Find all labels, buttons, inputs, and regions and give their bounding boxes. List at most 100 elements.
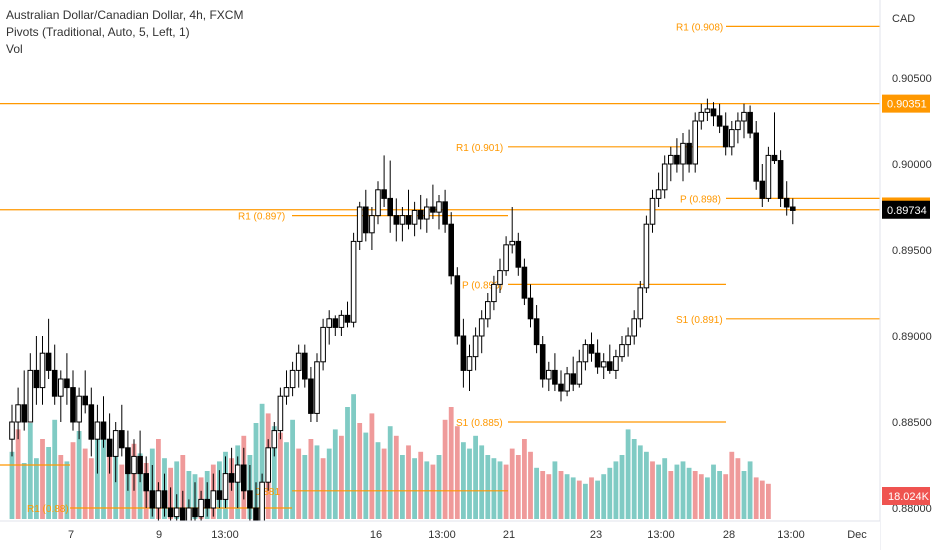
candle-body <box>765 154 772 199</box>
volume-bar <box>82 448 88 519</box>
candle-body <box>210 490 217 509</box>
volume-bar <box>729 451 735 519</box>
candle-body <box>155 490 162 509</box>
candle-body <box>607 361 613 371</box>
candle-body <box>466 356 473 371</box>
pivot-label: R1 (0.897) <box>238 212 285 223</box>
candle-body <box>472 335 479 358</box>
volume-bars <box>9 394 771 519</box>
volume-bar <box>448 407 454 519</box>
volume-bar <box>698 474 704 519</box>
candle-body <box>51 369 58 397</box>
volume-bar <box>369 413 375 519</box>
candle-body <box>503 244 509 272</box>
volume-bar <box>15 429 21 519</box>
candle-body <box>27 369 34 423</box>
time-tick-label: 13:00 <box>777 529 805 541</box>
candle-body <box>100 421 107 440</box>
price-axis[interactable]: CAD 0.90500 0.90000 0.89500 0.89000 0.88500 0… <box>879 0 932 550</box>
volume-bar <box>723 474 729 519</box>
candle-body <box>70 387 76 423</box>
pivot-label: R1 (0.908) <box>676 22 723 33</box>
volume-bar <box>430 464 436 519</box>
candle-body <box>198 498 204 518</box>
volume-tag-bg <box>882 487 930 505</box>
volume-bar <box>418 451 424 519</box>
candle-body <box>619 344 625 358</box>
pivot-label: P (0.893) <box>462 280 503 291</box>
candle-body <box>375 189 381 217</box>
volume-bar <box>186 471 192 519</box>
volume-bar <box>76 431 82 519</box>
volume-bar <box>21 463 27 519</box>
volume-indicator-label[interactable]: Vol <box>6 42 23 56</box>
volume-bar <box>34 458 39 519</box>
volume-tag-label: 18.024K <box>888 491 930 503</box>
volume-bar <box>436 455 442 519</box>
volume-bar <box>339 435 344 519</box>
volume-bar <box>558 471 564 519</box>
time-tick-label: 13:00 <box>211 529 239 541</box>
volume-bar <box>479 445 485 519</box>
volume-bar <box>314 445 320 519</box>
volume-bar <box>644 451 649 519</box>
volume-bar <box>95 435 100 519</box>
volume-bar <box>680 461 686 519</box>
pivot-label: S1 (0.885) <box>456 418 503 429</box>
candle-body <box>582 344 589 363</box>
price-tag-bg <box>882 94 930 113</box>
candle-body <box>247 490 253 509</box>
candle-body <box>698 111 705 122</box>
price-tick-label: 0.89000 <box>892 331 932 343</box>
price-tick-label: 0.88500 <box>892 417 932 429</box>
volume-bar <box>589 477 594 519</box>
candle-body <box>460 335 467 371</box>
volume-bar <box>326 448 332 519</box>
candle-body <box>497 270 503 285</box>
time-axis[interactable]: 7 9 13:00 16 13:00 21 23 13:00 28 13:00 Dec <box>0 520 880 550</box>
candle-body <box>149 490 156 509</box>
volume-bar <box>692 471 698 519</box>
candle-body <box>533 318 540 346</box>
volume-bar <box>674 464 680 519</box>
candle-body <box>552 369 558 385</box>
candle-body <box>405 215 412 225</box>
volume-bar <box>253 423 259 519</box>
candle-body <box>735 120 741 131</box>
candle-body <box>222 473 229 500</box>
volume-bar <box>473 435 478 519</box>
candle-body <box>314 361 320 414</box>
volume-bar <box>766 483 771 519</box>
volume-bar <box>747 461 753 519</box>
volume-bar <box>735 458 741 519</box>
volume-bar <box>503 464 509 519</box>
candle-body <box>82 395 89 406</box>
candle-body <box>308 378 314 414</box>
volume-bar <box>284 442 289 519</box>
volume-bar <box>302 455 308 519</box>
candle-body <box>131 455 137 475</box>
candle-body <box>387 197 393 217</box>
candle-body <box>228 473 235 483</box>
volume-bar <box>40 439 45 519</box>
time-tick-label: 28 <box>723 529 735 541</box>
volume-bar <box>637 445 643 519</box>
pivot-label: R1 (0.88) <box>27 504 69 515</box>
price-tag-label: 0.89734 <box>887 205 927 217</box>
pivot-label: 0.881 <box>255 487 280 498</box>
volume-bar <box>52 419 58 519</box>
volume-bar <box>406 445 411 519</box>
candle-body <box>106 438 113 457</box>
candle-body <box>393 215 400 225</box>
volume-bar <box>583 483 588 519</box>
pivots-indicator-label[interactable]: Pivots (Traditional, Auto, 5, Left, 1) <box>6 25 190 39</box>
candle-body <box>289 369 296 389</box>
candle-body <box>58 378 64 397</box>
candle-body <box>485 301 491 320</box>
volume-bar <box>528 451 533 519</box>
symbol-title[interactable]: Australian Dollar/Canadian Dollar, 4h, F… <box>6 8 244 22</box>
candle-body <box>521 266 528 299</box>
candle-body <box>790 206 796 211</box>
candle-body <box>161 490 168 509</box>
